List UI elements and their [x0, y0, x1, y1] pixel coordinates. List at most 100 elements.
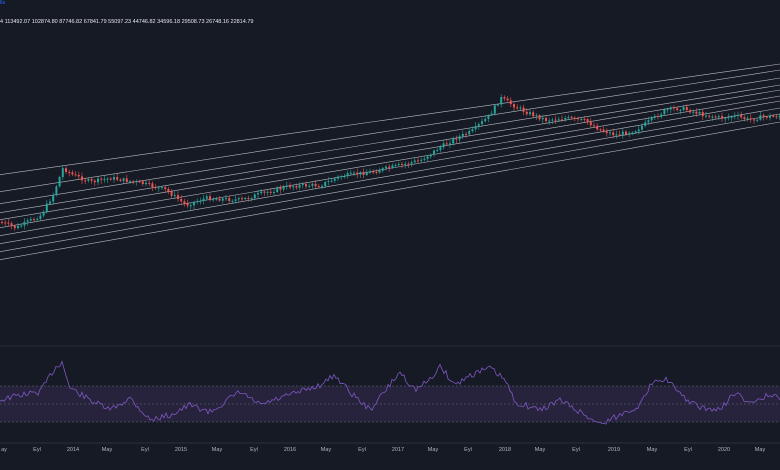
candle-body-12 [39, 215, 42, 219]
candle-body-60 [193, 201, 195, 206]
candle-body-0 [1, 222, 3, 223]
candle-body-106 [340, 176, 343, 178]
candle-body-63 [202, 198, 205, 201]
candle-body-155 [497, 104, 499, 106]
candle-body-183 [586, 119, 589, 123]
band-line-6 [0, 100, 780, 236]
candle-body-236 [756, 119, 759, 121]
x-tick-label: May [211, 447, 223, 453]
candle-body-221 [708, 115, 711, 117]
x-tick-label: 2019 [607, 447, 621, 453]
candle-body-169 [541, 117, 544, 120]
candle-body-116 [372, 171, 375, 173]
candle-body-213 [682, 107, 685, 110]
band-line-2 [0, 77, 780, 204]
candle-body-128 [410, 162, 413, 164]
candle-body-164 [525, 111, 528, 115]
candle-body-94 [301, 184, 304, 186]
chart-toolbar: lls [0, 0, 780, 9]
candle-body-243 [778, 116, 780, 118]
candle-body-87 [279, 187, 282, 190]
band-line-4 [0, 89, 780, 220]
candle-body-37 [119, 179, 122, 181]
candle-body-129 [413, 160, 416, 163]
candle-body-241 [772, 115, 775, 117]
candle-body-142 [455, 138, 458, 140]
candle-body-114 [365, 172, 368, 175]
candle-body-217 [695, 111, 698, 114]
x-tick-label: Eyl [250, 447, 258, 453]
candle-body-119 [381, 168, 384, 171]
candle-body-215 [689, 110, 691, 113]
candle-body-36 [116, 177, 119, 180]
candle-body-140 [449, 143, 451, 145]
candle-body-235 [753, 119, 755, 121]
candle-body-43 [138, 181, 141, 183]
candle-body-13 [42, 211, 45, 216]
candle-body-24 [77, 174, 80, 177]
candle-body-165 [529, 112, 531, 115]
candle-body-97 [311, 183, 314, 186]
candle-body-226 [724, 118, 727, 120]
candle-body-73 [234, 199, 237, 201]
candle-body-102 [327, 181, 330, 183]
candle-body-242 [775, 116, 778, 118]
candle-body-144 [461, 133, 464, 137]
x-tick-label: ay [1, 447, 7, 453]
candle-body-203 [650, 117, 653, 121]
candle-body-190 [609, 132, 611, 134]
candle-body-198 [634, 131, 637, 133]
candle-body-80 [257, 193, 259, 195]
candle-body-6 [20, 225, 23, 227]
candle-body-10 [33, 219, 35, 221]
candle-body-14 [45, 203, 48, 212]
candle-body-59 [189, 205, 192, 207]
candle-body-90 [289, 185, 291, 188]
candle-body-127 [407, 163, 410, 165]
candle-body-137 [439, 147, 442, 151]
candle-body-238 [762, 115, 765, 117]
candle-body-75 [241, 198, 243, 200]
x-tick-label: 2014 [66, 447, 80, 453]
candle-body-64 [205, 196, 208, 199]
candle-body-105 [337, 176, 339, 179]
candle-body-38 [122, 178, 125, 181]
candle-body-160 [513, 104, 515, 108]
x-tick-label: May [534, 447, 546, 453]
candle-body-124 [397, 163, 400, 165]
candle-body-193 [618, 134, 621, 136]
candle-body-120 [385, 166, 387, 169]
band-line-0 [0, 63, 780, 176]
candle-body-231 [740, 115, 743, 118]
candle-body-30 [97, 178, 99, 183]
candle-body-197 [631, 132, 634, 134]
x-tick-label: Eyl [358, 447, 366, 453]
x-tick-label: May [754, 447, 766, 453]
x-tick-label: May [101, 447, 113, 453]
candle-body-79 [253, 194, 256, 199]
candle-body-172 [551, 119, 554, 121]
candle-body-125 [401, 163, 403, 165]
candle-body-54 [173, 195, 176, 197]
candle-body-7 [23, 221, 26, 226]
candle-body-85 [273, 192, 275, 194]
candle-body-33 [106, 178, 109, 180]
candle-body-162 [519, 107, 522, 109]
candle-body-228 [730, 116, 733, 118]
candle-body-211 [676, 108, 679, 111]
candle-body-113 [362, 172, 365, 175]
candle-body-220 [705, 115, 707, 117]
candle-body-55 [177, 195, 179, 199]
candle-body-74 [237, 198, 240, 200]
candle-body-28 [90, 179, 93, 181]
x-tick-label: 2018 [498, 447, 512, 453]
candle-body-112 [359, 172, 362, 175]
candle-body-130 [417, 160, 419, 162]
candle-body-222 [711, 116, 714, 118]
symbol-fragment: lls [0, 0, 6, 6]
candle-body-4 [13, 225, 16, 229]
candle-body-126 [404, 163, 407, 165]
candle-body-92 [295, 186, 298, 188]
candle-body-91 [292, 186, 295, 188]
